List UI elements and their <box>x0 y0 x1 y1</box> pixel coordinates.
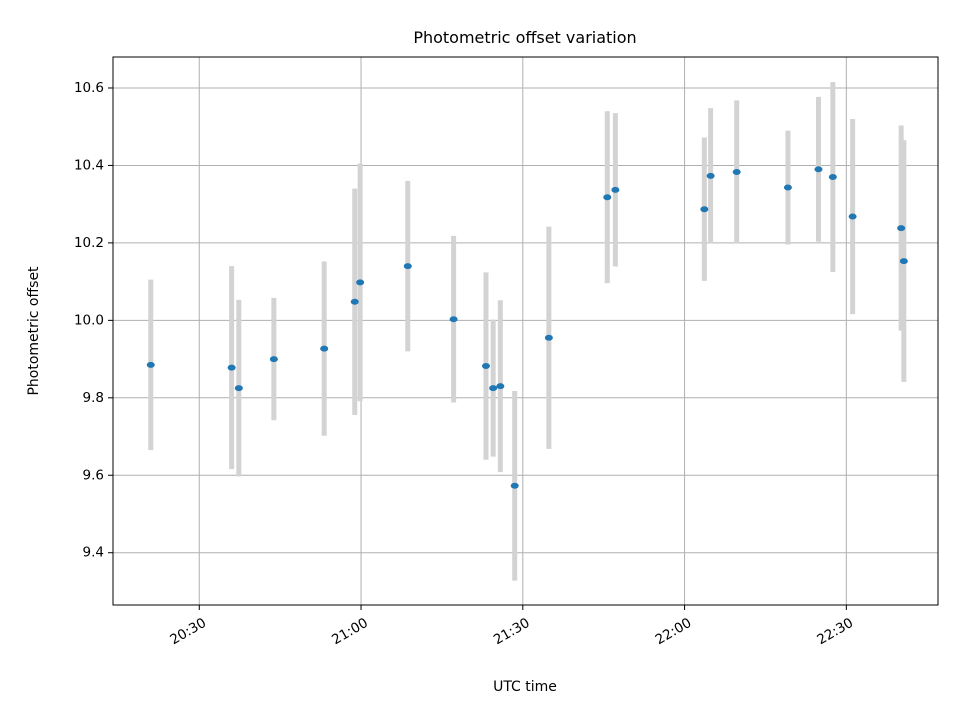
data-point <box>603 194 612 201</box>
chart-title: Photometric offset variation <box>413 28 636 47</box>
data-point <box>320 345 329 352</box>
data-point <box>489 385 498 392</box>
x-axis-label: UTC time <box>493 679 557 695</box>
data-point <box>449 316 458 323</box>
y-tick-label: 9.8 <box>83 390 104 406</box>
y-tick-label: 10.0 <box>74 312 104 328</box>
y-axis: 9.4 9.6 9.8 10.0 10.2 10.4 10.6 <box>74 80 113 561</box>
data-point <box>510 482 519 489</box>
data-point <box>403 263 412 270</box>
y-tick-label: 9.6 <box>83 467 104 483</box>
data-point <box>356 279 365 286</box>
y-axis-label: Photometric offset <box>26 266 42 396</box>
data-point <box>146 361 155 368</box>
y-tick-label: 10.2 <box>74 235 104 251</box>
data-point <box>732 169 741 176</box>
data-point <box>269 356 278 363</box>
y-tick-label: 10.6 <box>74 80 104 96</box>
data-point <box>814 166 823 173</box>
data-point <box>899 258 908 265</box>
data-point <box>611 186 620 193</box>
data-point <box>848 213 857 220</box>
data-point <box>234 385 243 392</box>
y-tick-label: 9.4 <box>83 545 104 561</box>
data-point <box>706 172 715 179</box>
data-points <box>146 166 908 489</box>
data-point <box>544 334 553 341</box>
data-point <box>783 184 792 191</box>
data-point <box>700 206 709 213</box>
data-point <box>227 364 236 371</box>
data-point <box>828 174 837 181</box>
data-point <box>897 225 906 232</box>
data-point <box>481 363 490 370</box>
y-tick-label: 10.4 <box>74 157 104 173</box>
plot-frame <box>112 56 939 606</box>
data-point <box>350 298 359 305</box>
data-point <box>496 383 505 390</box>
